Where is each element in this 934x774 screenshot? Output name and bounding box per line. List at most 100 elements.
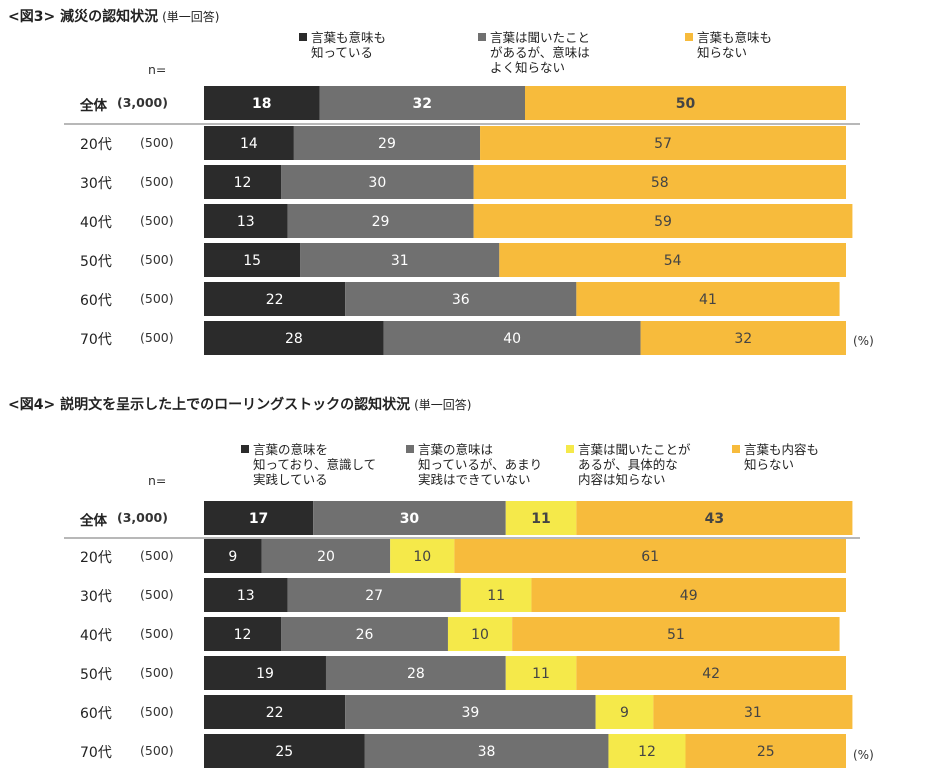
sample-size-label: (500) [140, 587, 174, 602]
category-label: 40代 [80, 628, 112, 644]
data-label: 18 [252, 96, 271, 112]
bar-segment [447, 617, 513, 651]
figure-3-title: <図3> 減災の認知状況 (単一回答) [8, 6, 219, 26]
bar-segment [505, 501, 577, 535]
legend-swatch [685, 33, 693, 41]
data-label: 25 [757, 744, 775, 760]
data-label: 12 [638, 744, 656, 760]
data-label: 31 [744, 705, 762, 721]
data-label: 58 [651, 175, 669, 191]
data-label: 43 [705, 511, 724, 527]
bar-segment [204, 617, 282, 651]
bar-segment [293, 126, 481, 160]
bar-segment [204, 501, 314, 535]
figure-3-unit: (%) [853, 334, 874, 348]
category-label: 30代 [80, 176, 112, 192]
legend-swatch [566, 445, 574, 453]
sample-size-label: (500) [140, 135, 174, 150]
data-label: 20 [317, 549, 335, 565]
sample-size-label: (500) [140, 291, 174, 306]
legend-label: 言葉の意味を 知っており、意識して 実践している [253, 442, 377, 487]
sample-size-label: (500) [140, 213, 174, 228]
data-label: 32 [734, 331, 752, 347]
legend-swatch [732, 445, 740, 453]
figure-3-total-divider [64, 123, 860, 125]
bar-segment [576, 501, 853, 535]
bar-segment [204, 656, 326, 690]
figure-3-plot: 18 32 50 14 29 57 12 30 58 13 29 59 15 31 54 22 36 41 28 40… [204, 86, 853, 355]
data-label: 36 [452, 292, 470, 308]
sample-size-label: (500) [140, 330, 174, 345]
legend-label: 言葉も内容も 知らない [744, 442, 820, 472]
bar-segment [281, 165, 474, 199]
sample-size-label: (500) [140, 704, 174, 719]
bar-segment [204, 282, 346, 316]
data-label: 41 [699, 292, 717, 308]
data-label: 13 [237, 588, 255, 604]
legend-label: 言葉は聞いたことが あるが、具体的な 内容は知らない [578, 442, 691, 487]
bar-segment [383, 321, 641, 355]
data-label: 22 [266, 292, 284, 308]
bar-segment [364, 734, 609, 768]
figure-3-subtitle: (単一回答) [162, 10, 220, 24]
category-label: 30代 [80, 589, 112, 605]
bar-segment [345, 695, 596, 729]
figure-3-title-text: <図3> 減災の認知状況 [8, 9, 159, 25]
sample-size-label: (3,000) [117, 95, 168, 110]
sample-size-label: (3,000) [117, 510, 168, 525]
bar-segment [204, 165, 282, 199]
data-label: 29 [372, 214, 390, 230]
bar-segment [281, 617, 448, 651]
figure-3-n-label: n= [148, 62, 167, 77]
data-label: 27 [365, 588, 383, 604]
data-label: 51 [667, 627, 685, 643]
sample-size-label: (500) [140, 665, 174, 680]
figure-4-title: <図4> 説明文を呈示した上でのローリングストックの認知状況 (単一回答) [8, 394, 471, 414]
bar-segment [261, 539, 391, 573]
legend-item-3: 言葉も意味も 知らない [685, 30, 772, 60]
figure-4-n-label: n= [148, 473, 167, 488]
bar-segment [512, 617, 840, 651]
data-label: 14 [240, 136, 258, 152]
legend-label: 言葉の意味は 知っているが、あまり 実践はできていない [418, 442, 543, 487]
sample-size-label: (500) [140, 174, 174, 189]
figure-4: <図4> 説明文を呈示した上でのローリングストックの認知状況 (単一回答) 言葉の… [0, 388, 934, 774]
data-label: 11 [531, 511, 550, 527]
figure-4-unit: (%) [853, 748, 874, 762]
data-label: 42 [702, 666, 720, 682]
bar-segment [204, 321, 384, 355]
bar-segment [454, 539, 846, 573]
bar-segment [204, 126, 294, 160]
data-label: 17 [249, 511, 268, 527]
data-label: 13 [237, 214, 255, 230]
bar-segment [204, 578, 288, 612]
bar-segment [576, 656, 846, 690]
bar-segment [313, 501, 506, 535]
bar-segment [595, 695, 654, 729]
bar-segment [390, 539, 455, 573]
data-label: 29 [378, 136, 396, 152]
data-label: 11 [487, 588, 505, 604]
legend-swatch [299, 33, 307, 41]
category-label: 50代 [80, 667, 112, 683]
category-label: 40代 [80, 215, 112, 231]
data-label: 38 [478, 744, 496, 760]
legend-item-4: 言葉も内容も 知らない [732, 442, 820, 472]
legend-item-1: 言葉も意味も 知っている [299, 30, 387, 60]
data-label: 50 [676, 96, 696, 112]
data-label: 59 [654, 214, 672, 230]
legend-item-2: 言葉の意味は 知っているが、あまり 実践はできていない [406, 442, 543, 487]
legend-label: 言葉は聞いたこと があるが、意味は よく知らない [490, 30, 591, 75]
bar-segment [204, 734, 365, 768]
data-label: 26 [356, 627, 374, 643]
bar-segment [204, 539, 262, 573]
bar-segment [531, 578, 846, 612]
legend-label: 言葉も意味も 知っている [311, 30, 387, 60]
data-label: 61 [641, 549, 659, 565]
legend-swatch [241, 445, 249, 453]
data-label: 25 [275, 744, 293, 760]
bar-segment [287, 204, 474, 238]
bar-segment [204, 86, 320, 120]
sample-size-label: (500) [140, 252, 174, 267]
data-label: 31 [391, 253, 409, 269]
